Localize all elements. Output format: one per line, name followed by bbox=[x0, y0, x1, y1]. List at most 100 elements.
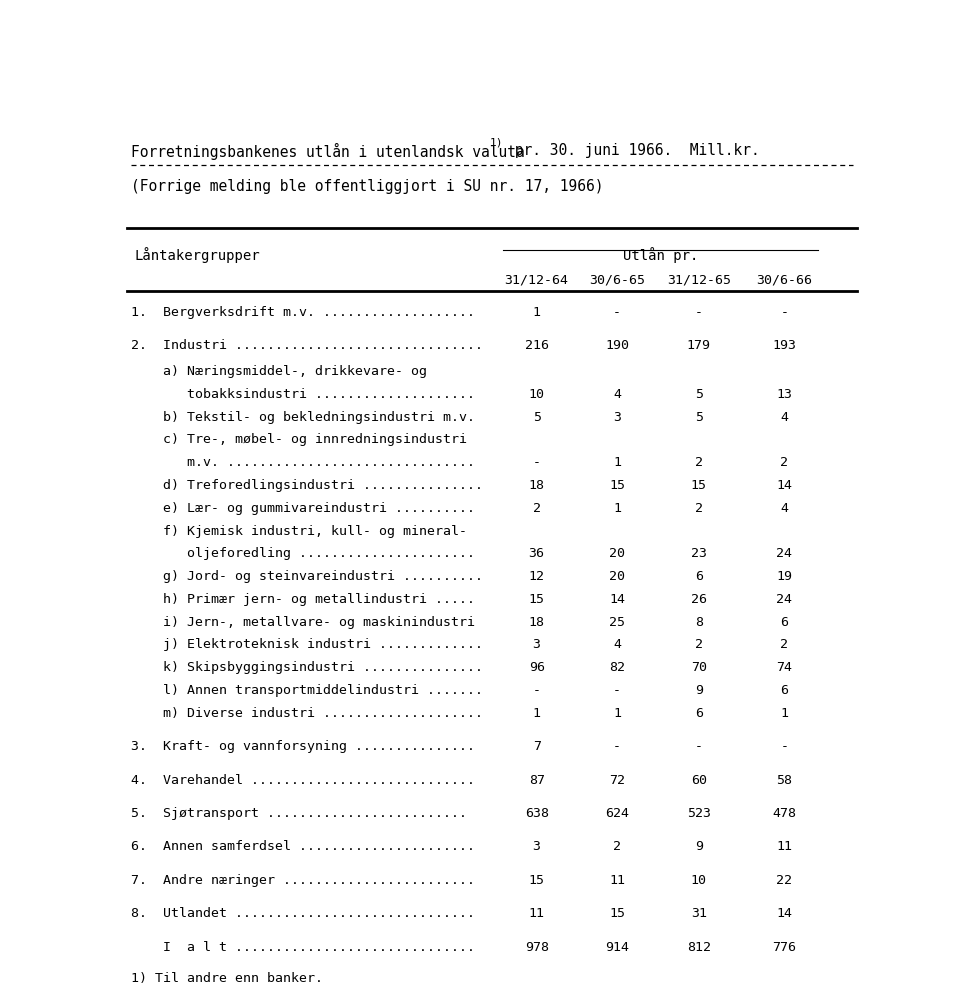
Text: -: - bbox=[613, 740, 621, 753]
Text: 15: 15 bbox=[609, 907, 625, 920]
Text: 26: 26 bbox=[691, 593, 707, 605]
Text: 23: 23 bbox=[691, 547, 707, 560]
Text: 19: 19 bbox=[777, 570, 792, 583]
Text: 4.  Varehandel ............................: 4. Varehandel ..........................… bbox=[132, 774, 475, 787]
Text: 1): 1) bbox=[490, 137, 503, 147]
Text: 2: 2 bbox=[780, 638, 788, 652]
Text: -: - bbox=[695, 306, 703, 318]
Text: h) Primær jern- og metallindustri .....: h) Primær jern- og metallindustri ..... bbox=[132, 593, 475, 605]
Text: a) Næringsmiddel-, drikkevare- og: a) Næringsmiddel-, drikkevare- og bbox=[132, 365, 427, 378]
Text: 6: 6 bbox=[695, 707, 703, 720]
Text: 25: 25 bbox=[609, 615, 625, 629]
Text: Låntakergrupper: Låntakergrupper bbox=[134, 247, 260, 263]
Text: -: - bbox=[780, 740, 788, 753]
Text: m) Diverse industri ....................: m) Diverse industri .................... bbox=[132, 707, 483, 720]
Text: 15: 15 bbox=[529, 874, 544, 886]
Text: 96: 96 bbox=[529, 662, 544, 674]
Text: k) Skipsbyggingsindustri ...............: k) Skipsbyggingsindustri ............... bbox=[132, 662, 483, 674]
Text: 18: 18 bbox=[529, 615, 544, 629]
Text: 8: 8 bbox=[695, 615, 703, 629]
Text: 18: 18 bbox=[529, 479, 544, 492]
Text: 11: 11 bbox=[529, 907, 544, 920]
Text: 3: 3 bbox=[533, 638, 540, 652]
Text: 776: 776 bbox=[773, 941, 797, 953]
Text: 193: 193 bbox=[773, 339, 797, 352]
Text: 5: 5 bbox=[695, 410, 703, 424]
Text: m.v. ...............................: m.v. ............................... bbox=[132, 457, 475, 469]
Text: 2: 2 bbox=[780, 457, 788, 469]
Text: 24: 24 bbox=[777, 547, 792, 560]
Text: 60: 60 bbox=[691, 774, 707, 787]
Text: 10: 10 bbox=[529, 387, 544, 401]
Text: Forretningsbankenes utlån i utenlandsk valuta: Forretningsbankenes utlån i utenlandsk v… bbox=[132, 143, 525, 160]
Text: 11: 11 bbox=[609, 874, 625, 886]
Text: 9: 9 bbox=[695, 684, 703, 697]
Text: 58: 58 bbox=[777, 774, 792, 787]
Text: 14: 14 bbox=[777, 907, 792, 920]
Text: d) Treforedlingsindustri ...............: d) Treforedlingsindustri ............... bbox=[132, 479, 483, 492]
Text: I  a l t ..............................: I a l t .............................. bbox=[132, 941, 475, 953]
Text: 2: 2 bbox=[533, 502, 540, 515]
Text: g) Jord- og steinvareindustri ..........: g) Jord- og steinvareindustri .......... bbox=[132, 570, 483, 583]
Text: 30/6-66: 30/6-66 bbox=[756, 274, 812, 287]
Text: 624: 624 bbox=[605, 807, 629, 820]
Text: 6: 6 bbox=[780, 684, 788, 697]
Text: 13: 13 bbox=[777, 387, 792, 401]
Text: 5.  Sjøtransport .........................: 5. Sjøtransport ........................… bbox=[132, 807, 468, 820]
Text: 1: 1 bbox=[613, 502, 621, 515]
Text: 82: 82 bbox=[609, 662, 625, 674]
Text: 1.  Bergverksdrift m.v. ...................: 1. Bergverksdrift m.v. .................… bbox=[132, 306, 475, 318]
Text: 5: 5 bbox=[695, 387, 703, 401]
Text: (Forrige melding ble offentliggjort i SU nr. 17, 1966): (Forrige melding ble offentliggjort i SU… bbox=[132, 179, 604, 194]
Text: 7.  Andre næringer ........................: 7. Andre næringer ......................… bbox=[132, 874, 475, 886]
Text: 24: 24 bbox=[777, 593, 792, 605]
Text: 22: 22 bbox=[777, 874, 792, 886]
Text: 31/12-65: 31/12-65 bbox=[667, 274, 731, 287]
Text: 179: 179 bbox=[686, 339, 710, 352]
Text: 20: 20 bbox=[609, 570, 625, 583]
Text: 478: 478 bbox=[773, 807, 797, 820]
Text: 3.  Kraft- og vannforsyning ...............: 3. Kraft- og vannforsyning .............… bbox=[132, 740, 475, 753]
Text: 978: 978 bbox=[525, 941, 549, 953]
Text: 12: 12 bbox=[529, 570, 544, 583]
Text: Utlån pr.: Utlån pr. bbox=[623, 247, 698, 263]
Text: 523: 523 bbox=[686, 807, 710, 820]
Text: 1: 1 bbox=[533, 306, 540, 318]
Text: i) Jern-, metallvare- og maskinindustri: i) Jern-, metallvare- og maskinindustri bbox=[132, 615, 475, 629]
Text: -: - bbox=[613, 306, 621, 318]
Text: 190: 190 bbox=[605, 339, 629, 352]
Text: 2: 2 bbox=[695, 457, 703, 469]
Text: 14: 14 bbox=[609, 593, 625, 605]
Text: 31: 31 bbox=[691, 907, 707, 920]
Text: 72: 72 bbox=[609, 774, 625, 787]
Text: -: - bbox=[533, 684, 540, 697]
Text: 15: 15 bbox=[529, 593, 544, 605]
Text: c) Tre-, møbel- og innredningsindustri: c) Tre-, møbel- og innredningsindustri bbox=[132, 434, 468, 447]
Text: j) Elektroteknisk industri .............: j) Elektroteknisk industri ............. bbox=[132, 638, 483, 652]
Text: 1: 1 bbox=[613, 707, 621, 720]
Text: 2.  Industri ...............................: 2. Industri ............................… bbox=[132, 339, 483, 352]
Text: 14: 14 bbox=[777, 479, 792, 492]
Text: 6: 6 bbox=[695, 570, 703, 583]
Text: -: - bbox=[533, 457, 540, 469]
Text: 15: 15 bbox=[609, 479, 625, 492]
Text: 20: 20 bbox=[609, 547, 625, 560]
Text: 2: 2 bbox=[695, 502, 703, 515]
Text: oljeforedling ......................: oljeforedling ...................... bbox=[132, 547, 475, 560]
Text: 1: 1 bbox=[533, 707, 540, 720]
Text: 8.  Utlandet ..............................: 8. Utlandet ............................… bbox=[132, 907, 475, 920]
Text: 3: 3 bbox=[613, 410, 621, 424]
Text: l) Annen transportmiddelindustri .......: l) Annen transportmiddelindustri ....... bbox=[132, 684, 483, 697]
Text: 15: 15 bbox=[691, 479, 707, 492]
Text: e) Lær- og gummivareindustri ..........: e) Lær- og gummivareindustri .......... bbox=[132, 502, 475, 515]
Text: 7: 7 bbox=[533, 740, 540, 753]
Text: 4: 4 bbox=[613, 387, 621, 401]
Text: 216: 216 bbox=[525, 339, 549, 352]
Text: f) Kjemisk industri, kull- og mineral-: f) Kjemisk industri, kull- og mineral- bbox=[132, 525, 468, 537]
Text: 2: 2 bbox=[695, 638, 703, 652]
Text: 6.  Annen samferdsel ......................: 6. Annen samferdsel ....................… bbox=[132, 840, 475, 853]
Text: 1: 1 bbox=[613, 457, 621, 469]
Text: 1) Til andre enn banker.: 1) Til andre enn banker. bbox=[132, 972, 324, 985]
Text: 70: 70 bbox=[691, 662, 707, 674]
Text: -: - bbox=[695, 740, 703, 753]
